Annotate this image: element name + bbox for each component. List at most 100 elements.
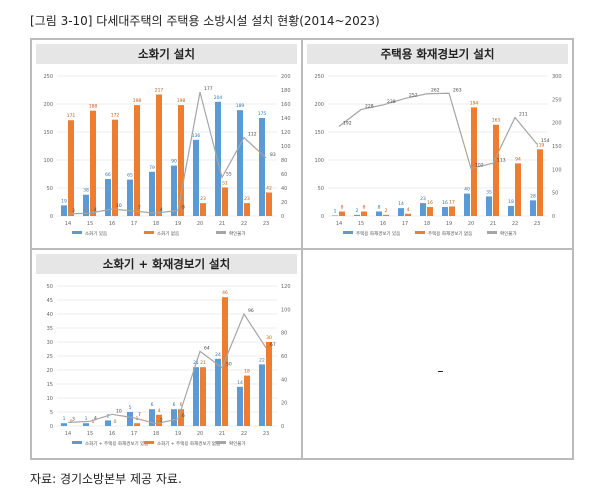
data-label: 7 [138, 205, 141, 211]
bar [530, 200, 536, 216]
y2-tick-label: 120 [281, 284, 291, 290]
line-series [67, 312, 267, 425]
bar [237, 386, 243, 426]
bar [178, 409, 184, 426]
data-label: 28 [530, 193, 536, 199]
bar [515, 163, 521, 216]
legend-swatch [144, 231, 154, 234]
bar [244, 375, 250, 426]
x-tick-label: 23 [263, 221, 269, 227]
y2-tick-label: 50 [552, 191, 558, 197]
data-label: 8 [182, 204, 185, 210]
x-tick-label: 23 [534, 221, 540, 227]
legend-swatch [415, 231, 425, 234]
x-tick-label: 18 [153, 221, 159, 227]
y2-tick-label: 80 [281, 331, 287, 337]
data-label: 8 [363, 205, 366, 211]
data-label: 16 [427, 200, 433, 206]
bar [383, 214, 389, 216]
data-label: 192 [343, 120, 352, 126]
data-label: 46 [222, 290, 228, 296]
x-tick-label: 16 [109, 221, 115, 227]
y2-tick-label: 200 [552, 121, 562, 127]
data-label: 171 [67, 113, 76, 119]
bar [464, 193, 470, 216]
data-label: 2 [107, 413, 110, 419]
y-tick-label: 100 [314, 158, 324, 164]
legend-swatch [343, 231, 353, 234]
data-label: 177 [204, 86, 213, 92]
y-tick-label: 50 [318, 186, 324, 192]
data-label: 5 [129, 405, 132, 411]
bar [354, 214, 360, 216]
data-label: 18 [244, 369, 250, 375]
data-label: 64 [204, 345, 210, 351]
data-label: 6 [180, 402, 183, 408]
x-tick-label: 21 [219, 221, 225, 227]
y-tick-label: 200 [43, 102, 53, 108]
x-tick-label: 19 [175, 431, 181, 437]
data-label: 154 [541, 138, 550, 144]
bar [222, 187, 228, 216]
data-label: 102 [475, 162, 484, 168]
data-label: 38 [83, 188, 89, 194]
y-tick-label: 10 [47, 396, 53, 402]
bar [61, 205, 67, 216]
y-tick-label: 20 [47, 368, 53, 374]
data-label: 66 [105, 172, 111, 178]
legend-swatch [72, 441, 82, 444]
line-series [67, 91, 267, 215]
y2-tick-label: 0 [552, 214, 555, 220]
legend-label: 소화기 없음 [157, 230, 179, 237]
data-label: 16 [442, 200, 448, 206]
bar [149, 171, 155, 216]
y-tick-label: 35 [47, 326, 53, 332]
data-label: 172 [111, 113, 120, 119]
x-tick-label: 21 [490, 221, 496, 227]
y-tick-label: 150 [314, 130, 324, 136]
data-label: 23 [200, 196, 206, 202]
data-label: 10 [116, 203, 122, 209]
y-tick-label: 250 [314, 74, 324, 80]
data-label: 6 [151, 402, 154, 408]
y-tick-label: 45 [47, 298, 53, 304]
x-tick-label: 14 [65, 431, 71, 437]
bar [259, 364, 265, 426]
data-label: 30 [266, 335, 272, 341]
data-label: 2 [160, 418, 163, 424]
bar [112, 119, 118, 216]
data-label: 262 [431, 88, 440, 94]
data-label: 189 [236, 103, 245, 109]
bar [449, 206, 455, 216]
chart-extinguisher: 0 50 100 150 200 250 0 20 40 60 80 100 120 140 160 180 2… [43, 74, 290, 237]
bar [237, 110, 243, 216]
data-label: 21 [200, 360, 206, 366]
bar [266, 342, 272, 426]
x-tick-label: 14 [65, 221, 71, 227]
data-label: 188 [89, 104, 98, 110]
bar [134, 423, 140, 426]
x-tick-label: 22 [512, 221, 518, 227]
y2-tick-label: 100 [552, 167, 562, 173]
x-tick-label: 18 [424, 221, 430, 227]
data-label: 8 [341, 205, 344, 211]
data-label: 204 [214, 95, 223, 101]
bar [405, 213, 411, 216]
data-label: 7 [138, 412, 141, 418]
y2-tick-label: 60 [281, 172, 287, 178]
y2-tick-label: 250 [552, 97, 562, 103]
x-tick-label: 19 [446, 221, 452, 227]
source-note: 자료: 경기소방본부 제공 자료. [30, 472, 182, 486]
bar [215, 358, 221, 426]
bar [105, 179, 111, 216]
data-label: 14 [398, 201, 404, 207]
chart-title: 소화기 설치 [36, 44, 297, 64]
data-label: 238 [387, 99, 396, 105]
bar [215, 101, 221, 216]
data-label: 211 [519, 112, 528, 118]
bar [156, 414, 162, 426]
y-tick-label: 250 [43, 74, 53, 80]
y-tick-label: 5 [50, 410, 53, 416]
